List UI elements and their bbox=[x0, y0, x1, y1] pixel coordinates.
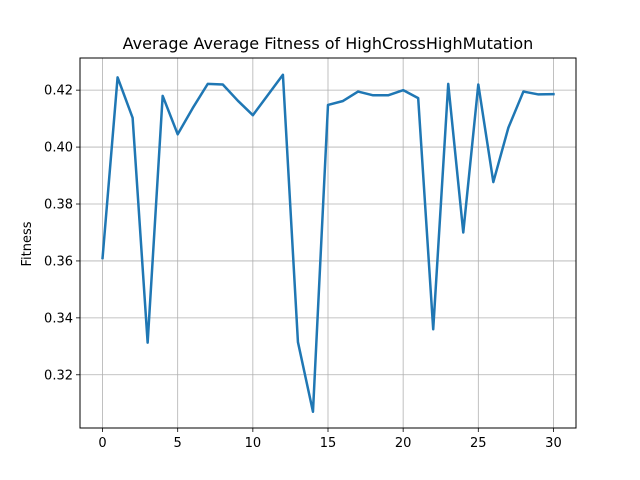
y-tick-label: 0.34 bbox=[44, 311, 73, 326]
y-axis-label: Fitness bbox=[20, 221, 35, 266]
y-axis: 0.32 0.34 0.36 0.38 0.40 0.42 bbox=[44, 84, 80, 383]
x-axis: 0 5 10 15 20 25 30 bbox=[98, 428, 562, 451]
plot-frame bbox=[79, 57, 577, 429]
y-tick-label: 0.42 bbox=[44, 84, 73, 99]
y-tick-label: 0.36 bbox=[44, 254, 73, 269]
x-tick-label: 0 bbox=[98, 436, 106, 451]
x-tick-label: 25 bbox=[470, 436, 487, 451]
y-tick-label: 0.32 bbox=[44, 368, 73, 383]
series-group bbox=[101, 73, 555, 414]
y-tick-label: 0.40 bbox=[44, 141, 73, 156]
y-tick-label: 0.38 bbox=[44, 198, 73, 213]
x-tick-label: 10 bbox=[245, 436, 262, 451]
x-tick-label: 30 bbox=[545, 436, 562, 451]
x-tick-label: 20 bbox=[395, 436, 412, 451]
chart-title: Average Average Fitness of HighCrossHigh… bbox=[123, 34, 534, 53]
series-line bbox=[101, 73, 555, 414]
x-tick-label: 15 bbox=[320, 436, 337, 451]
grid-lines bbox=[80, 58, 576, 428]
x-tick-label: 5 bbox=[174, 436, 182, 451]
